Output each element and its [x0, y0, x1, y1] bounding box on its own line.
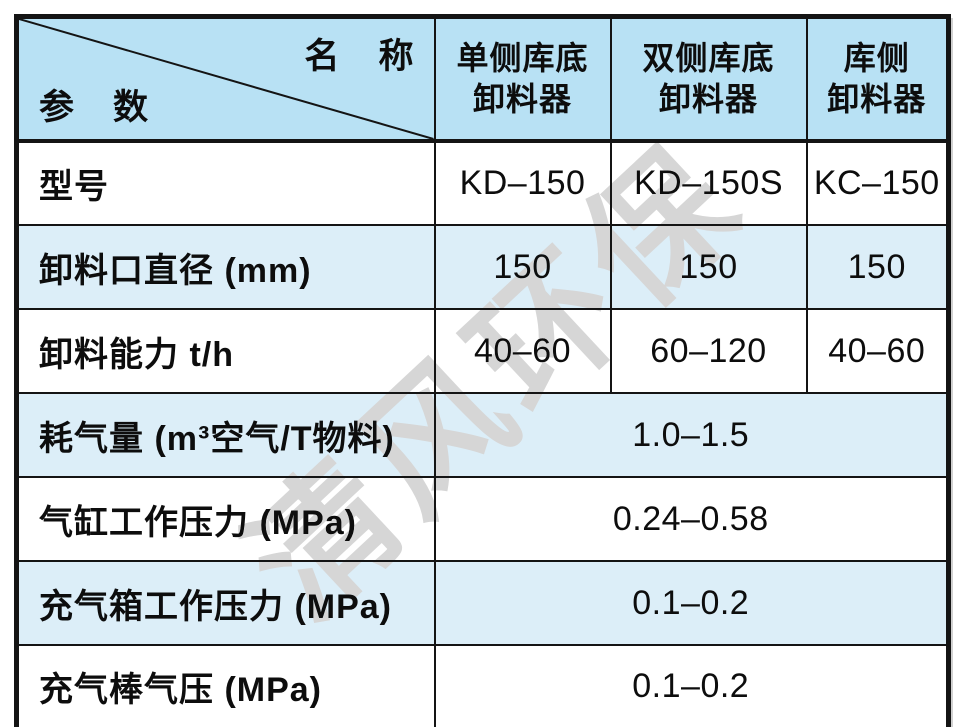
column-header-double-side: 双侧库底 卸料器	[609, 15, 808, 143]
cell-cylinder-pressure: 0.24–0.58	[433, 476, 950, 562]
row-label-cylinder-pressure: 气缸工作压力 (MPa)	[15, 476, 436, 562]
cell-model-2: KD–150S	[609, 140, 808, 226]
column-header-silo-side: 库侧 卸料器	[805, 15, 950, 143]
spec-table: 名 称 参 数 单侧库底 卸料器 双侧库底 卸料器 库侧 卸料器 型号 KD–1…	[14, 14, 951, 727]
corner-label-parameter: 参 数	[39, 88, 151, 127]
cell-aeration-rod-pressure: 0.1–0.2	[433, 644, 950, 727]
cell-model-3: KC–150	[805, 140, 950, 226]
row-aeration-rod-pressure: 充气棒气压 (MPa) 0.1–0.2	[15, 644, 950, 727]
diagonal-divider-line	[19, 19, 434, 139]
row-aeration-box-pressure: 充气箱工作压力 (MPa) 0.1–0.2	[15, 560, 950, 646]
row-cylinder-pressure: 气缸工作压力 (MPa) 0.24–0.58	[15, 476, 950, 562]
cell-aeration-box-pressure: 0.1–0.2	[433, 560, 950, 646]
cell-capacity-3: 40–60	[805, 308, 950, 394]
header-row: 名 称 参 数 单侧库底 卸料器 双侧库底 卸料器 库侧 卸料器	[15, 15, 950, 143]
cell-diameter-3: 150	[805, 224, 950, 310]
row-label-air-consumption: 耗气量 (m³空气/T物料)	[15, 392, 436, 478]
row-model: 型号 KD–150 KD–150S KC–150	[15, 140, 950, 226]
row-outlet-diameter: 卸料口直径 (mm) 150 150 150	[15, 224, 950, 310]
row-label-model: 型号	[15, 140, 436, 226]
corner-label-name: 名 称	[304, 37, 416, 76]
cell-air-consumption: 1.0–1.5	[433, 392, 950, 478]
cell-capacity-1: 40–60	[433, 308, 612, 394]
corner-header-content: 名 称 参 数	[19, 19, 434, 139]
cell-capacity-2: 60–120	[609, 308, 808, 394]
cell-diameter-2: 150	[609, 224, 808, 310]
cell-diameter-1: 150	[433, 224, 612, 310]
row-label-aeration-rod-pressure: 充气棒气压 (MPa)	[15, 644, 436, 727]
column-header-single-side: 单侧库底 卸料器	[433, 15, 612, 143]
cell-model-1: KD–150	[433, 140, 612, 226]
row-air-consumption: 耗气量 (m³空气/T物料) 1.0–1.5	[15, 392, 950, 478]
corner-header-cell: 名 称 参 数	[15, 15, 436, 143]
row-label-aeration-box-pressure: 充气箱工作压力 (MPa)	[15, 560, 436, 646]
row-capacity: 卸料能力 t/h 40–60 60–120 40–60	[15, 308, 950, 394]
row-label-outlet-diameter: 卸料口直径 (mm)	[15, 224, 436, 310]
row-label-capacity: 卸料能力 t/h	[15, 308, 436, 394]
